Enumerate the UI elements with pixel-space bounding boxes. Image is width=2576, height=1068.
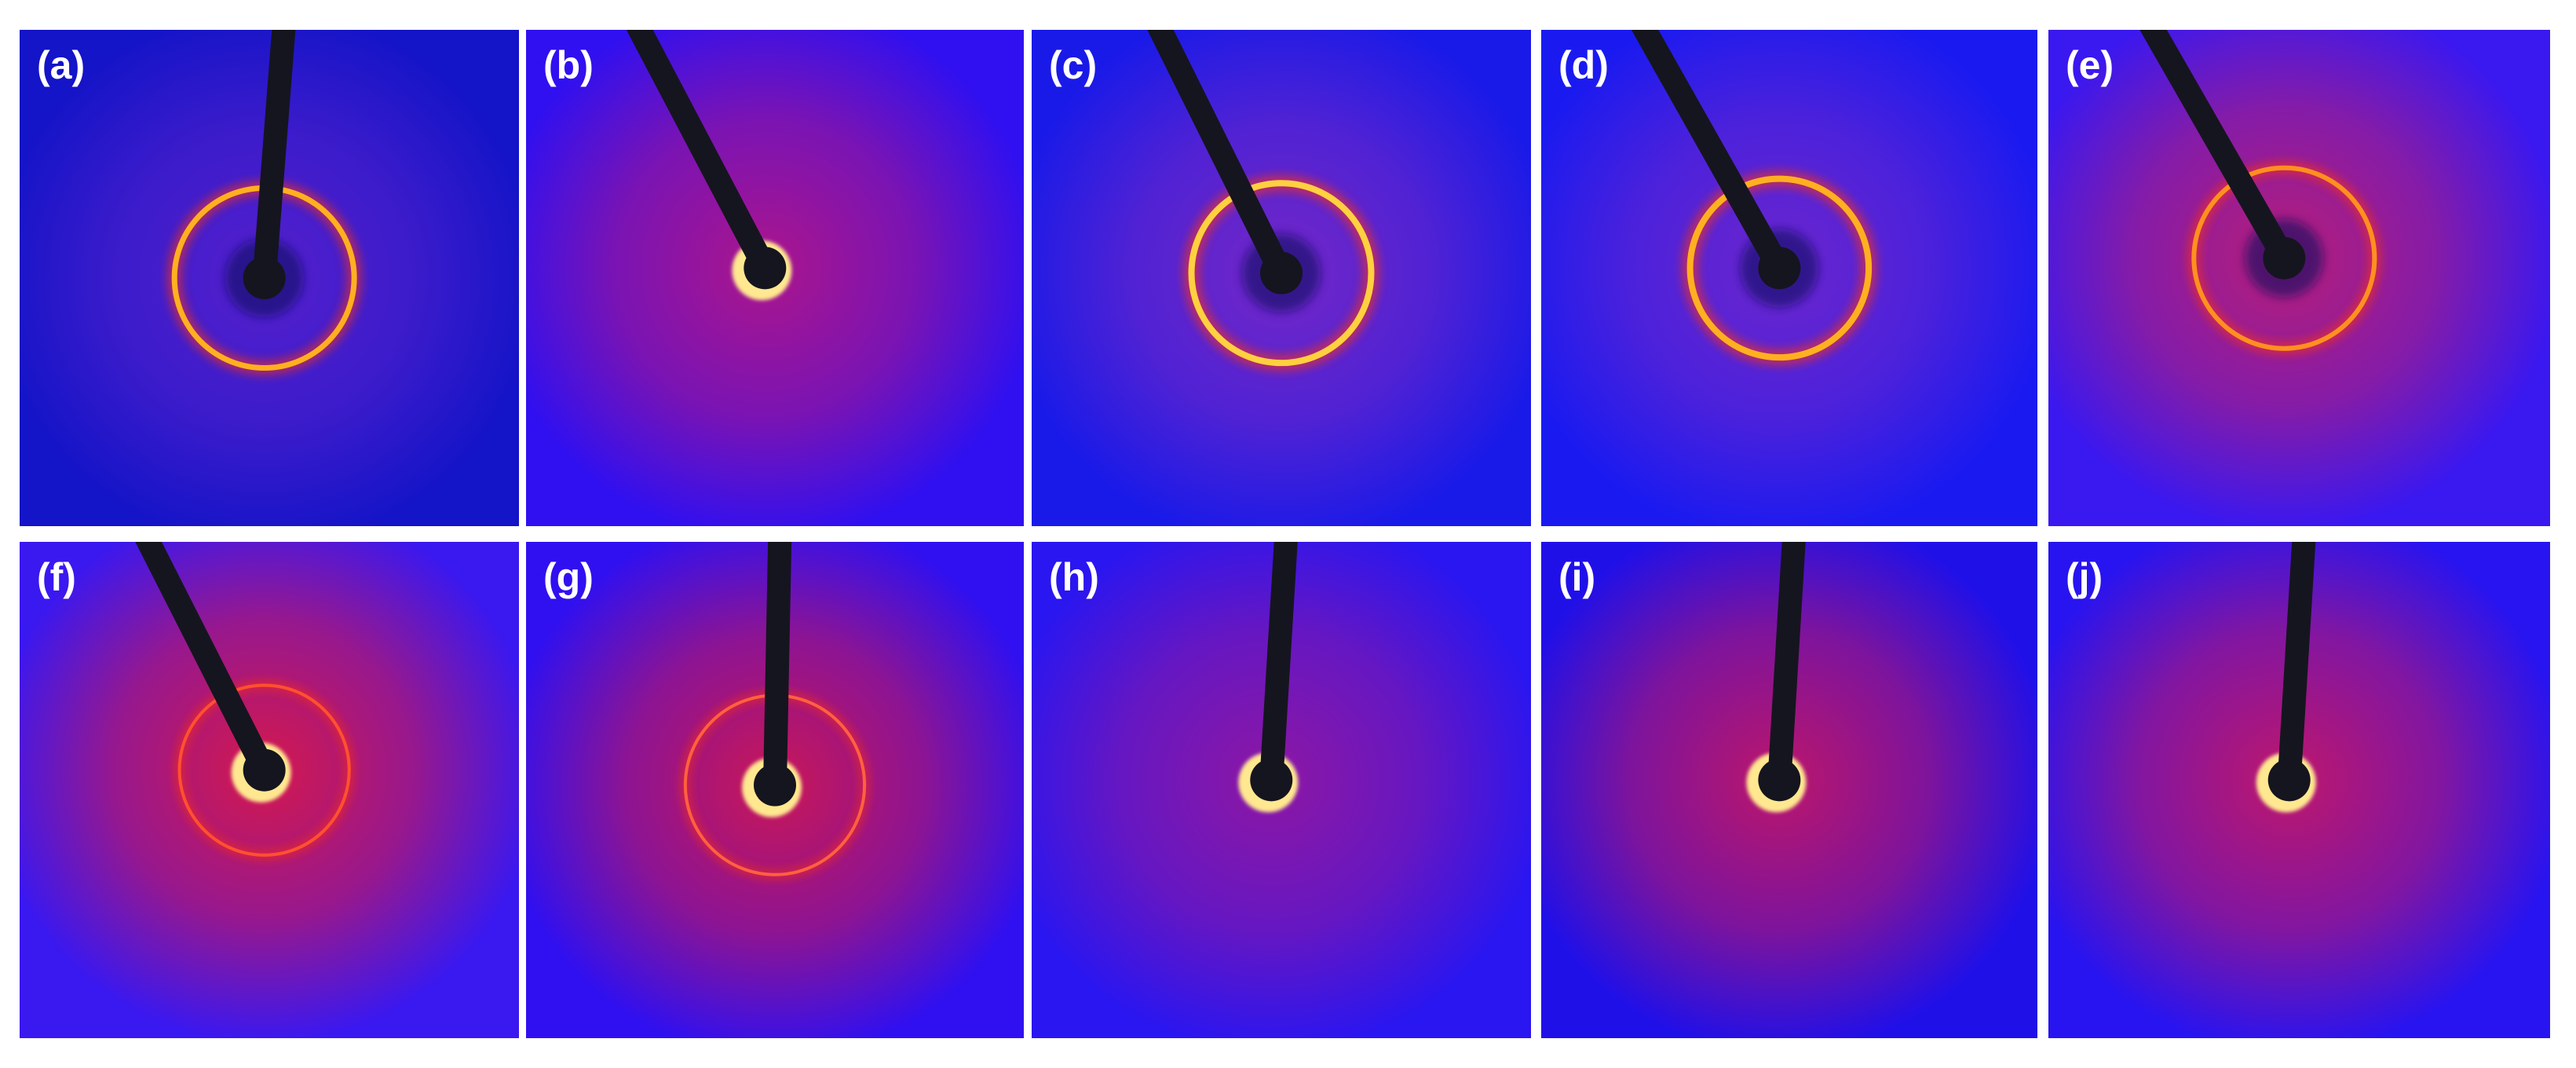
- diffraction-ring: [177, 683, 351, 857]
- beam-stop-disc: [243, 748, 286, 792]
- beam-stop: [135, 542, 276, 782]
- scattering-panel: (g): [526, 542, 1024, 1038]
- beam-stop-disc: [744, 247, 787, 290]
- beam-stop-disc: [1758, 247, 1801, 290]
- scattering-panel: (i): [1541, 542, 2037, 1038]
- beam-stop: [1147, 30, 1293, 285]
- panel-label: (b): [543, 43, 594, 87]
- beam-stop: [626, 30, 777, 280]
- panel-label: (g): [543, 555, 594, 599]
- panel-label: (j): [2066, 555, 2103, 599]
- diffraction-ring: [1188, 180, 1375, 367]
- panel-label: (a): [37, 43, 85, 87]
- panel-label: (i): [1558, 555, 1595, 599]
- beam-stop-disc: [2263, 236, 2306, 280]
- panel-label: (e): [2066, 43, 2114, 87]
- scattering-panel: (e): [2048, 30, 2550, 526]
- beam-stop: [763, 542, 792, 797]
- beam-stop-disc: [1250, 759, 1293, 802]
- diffraction-ring: [1686, 175, 1873, 361]
- scattering-panel: (b): [526, 30, 1024, 526]
- scattering-panel: (c): [1032, 30, 1531, 526]
- beam-stop: [2139, 30, 2296, 270]
- scattering-panel: (h): [1032, 542, 1531, 1038]
- beam-stop: [1767, 542, 1806, 792]
- scattering-panel: (j): [2048, 542, 2550, 1038]
- beam-stop-disc: [754, 763, 796, 806]
- beam-stop: [1631, 30, 1792, 280]
- panel-label: (h): [1049, 555, 1099, 599]
- beam-stop: [1259, 542, 1298, 792]
- beam-stop-disc: [1758, 759, 1801, 802]
- scattering-panel: (f): [20, 542, 519, 1038]
- panel-label: (d): [1558, 43, 1609, 87]
- diffraction-ring: [2191, 165, 2377, 351]
- beam-stop-disc: [243, 257, 286, 299]
- beam-stop-disc: [2267, 759, 2311, 802]
- scattering-panel: (a): [20, 30, 519, 526]
- panel-label: (f): [37, 555, 76, 599]
- beam-stop-disc: [1260, 251, 1303, 294]
- beam-stop: [2277, 542, 2316, 792]
- panel-label: (c): [1049, 43, 1097, 87]
- scattering-panel: (d): [1541, 30, 2037, 526]
- beam-stop: [252, 30, 296, 290]
